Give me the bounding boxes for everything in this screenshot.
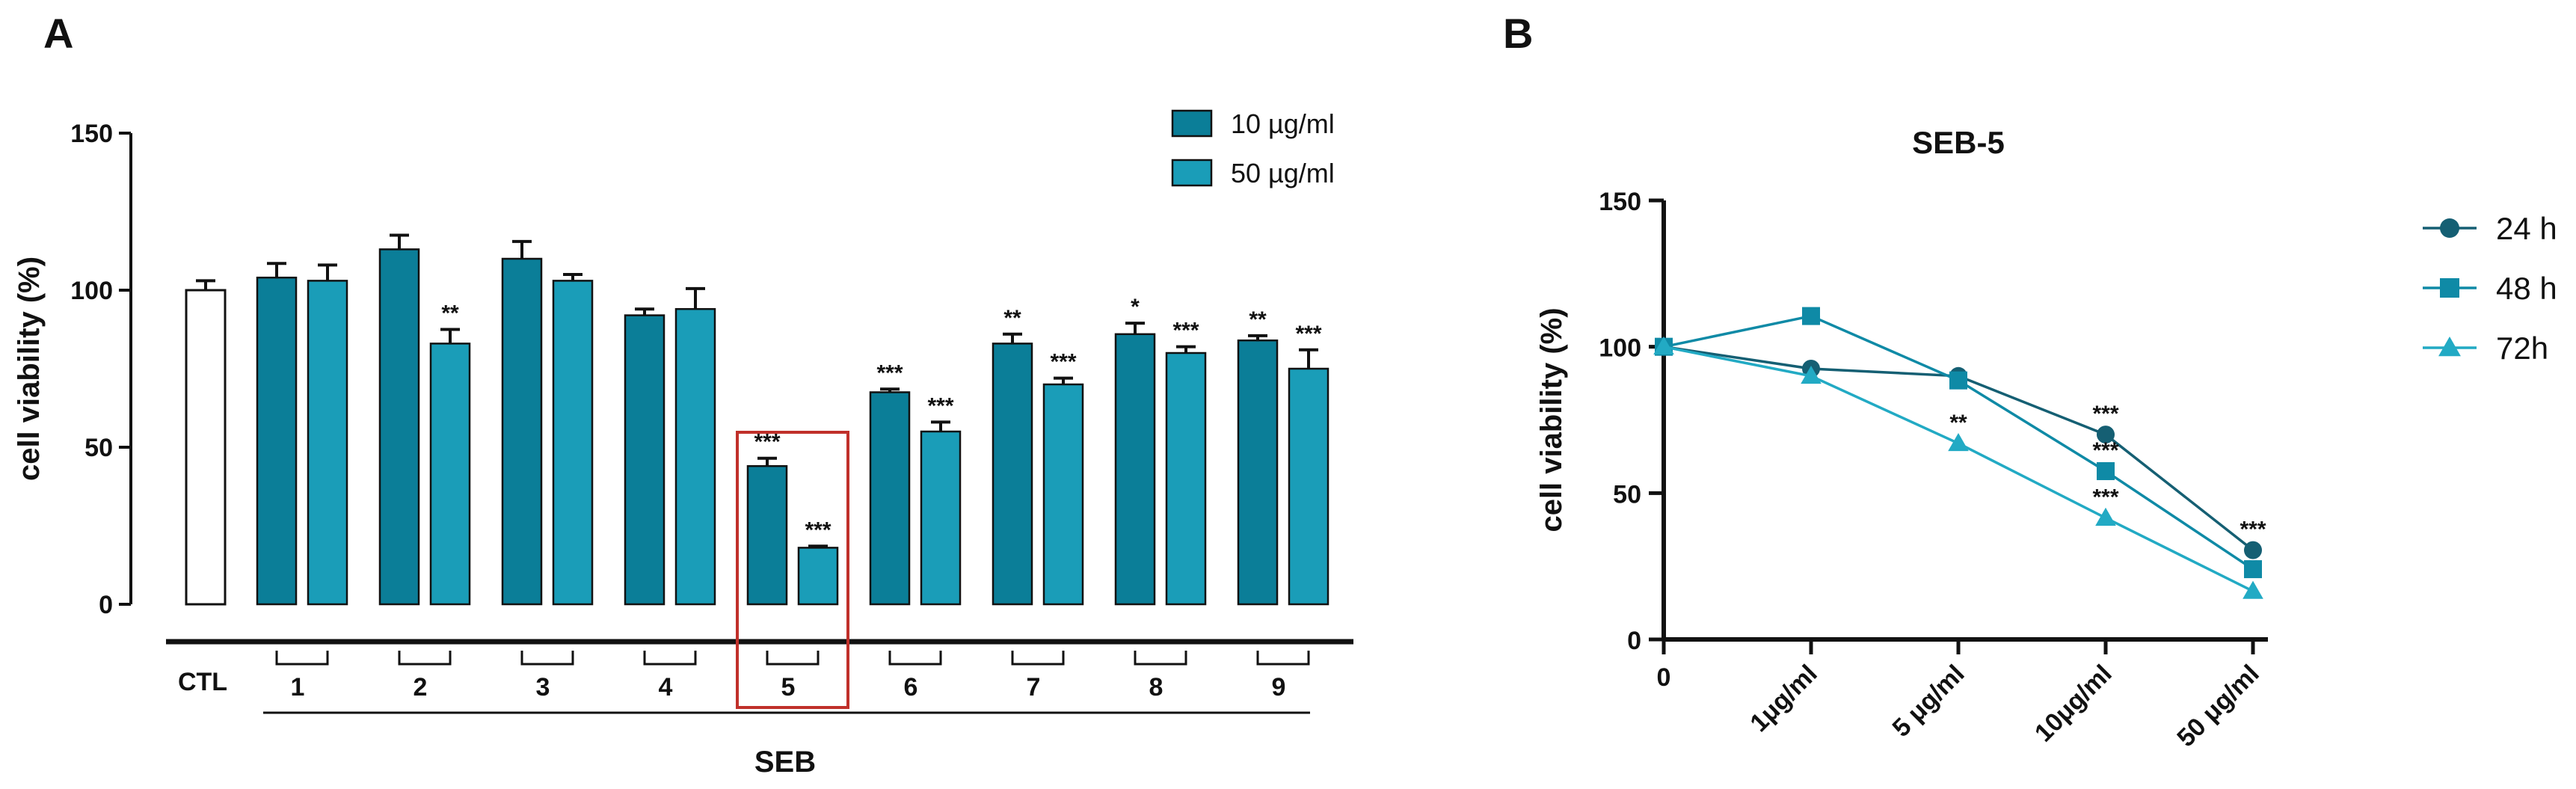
- sig-label-s2-7: ***: [1050, 350, 1076, 375]
- chart-title-b: SEB-5: [1912, 125, 2005, 160]
- sig-label-s2-9: ***: [1295, 322, 1321, 346]
- sig-label-triangle-3: ***: [2092, 485, 2118, 510]
- bar-s1-9: [1237, 339, 1279, 606]
- bar-s1-7: [992, 343, 1033, 606]
- x-tick-label-3: 3: [536, 673, 550, 701]
- legend-label-b-2: 48 h: [2496, 271, 2557, 306]
- point-circle-3: [2097, 426, 2115, 444]
- sig-label-s1-8: *: [1131, 295, 1140, 319]
- group-bracket-7: [1011, 651, 1065, 666]
- bar-s2-6: [920, 430, 962, 606]
- sig-label-square-3: ***: [2092, 438, 2118, 463]
- point-triangle-1: [1801, 366, 1822, 384]
- point-square-2: [1949, 371, 1967, 390]
- x-tick-label-4: 4: [659, 673, 673, 701]
- sig-label-triangle-2: **: [1949, 411, 1967, 435]
- x-tick-label-b-1: 1μg/ml: [1745, 660, 1822, 737]
- line-chart-b: SEB-5 0 50 100 150 cell viability (%) 0 1μg/ml 5…: [1535, 125, 2557, 752]
- group-bracket-2: [398, 651, 452, 666]
- y-axis-title-b: cell viability (%): [1535, 307, 1568, 532]
- sig-label-s2-8: ***: [1172, 319, 1199, 343]
- bar-s1-5: [746, 464, 788, 606]
- bar-s1-3: [501, 257, 543, 606]
- legend-marker-b-2: [2440, 278, 2459, 298]
- point-triangle-2: [1948, 433, 1969, 452]
- x-tick-label-6: 6: [904, 673, 918, 701]
- sig-label-s1-7: **: [1003, 306, 1021, 331]
- sig-label-s2-6: ***: [927, 393, 953, 418]
- group-bracket-8: [1134, 651, 1187, 666]
- point-triangle-3: [2095, 507, 2116, 526]
- y-tick-label-b-100: 100: [1599, 334, 1641, 363]
- panel-letter-b: B: [1503, 10, 1533, 57]
- bar-s2-4: [674, 307, 716, 606]
- group-bracket-9: [1256, 651, 1310, 666]
- x-tick-label-ctl: CTL: [178, 668, 227, 696]
- bar-s2-7: [1042, 383, 1084, 606]
- point-square-3: [2097, 461, 2115, 480]
- legend-label-a-2: 50 µg/ml: [1231, 158, 1335, 188]
- sig-label-s2-5: ***: [805, 518, 831, 542]
- point-square-4: [2244, 560, 2262, 579]
- group-bracket-5: [766, 651, 820, 666]
- group-bracket-3: [520, 651, 574, 666]
- x-tick-label-b-0: 0: [1657, 663, 1671, 692]
- x-tick-label-9: 9: [1272, 673, 1286, 701]
- legend-label-b-1: 24 h: [2496, 211, 2557, 246]
- legend-swatch-a-1: [1171, 109, 1213, 138]
- x-tick-label-b-2: 5 μg/ml: [1887, 660, 1970, 743]
- group-bracket-6: [888, 651, 942, 666]
- legend-marker-b-3: [2438, 337, 2461, 357]
- group-bracket-4: [643, 651, 697, 666]
- point-triangle-4: [2243, 580, 2263, 599]
- sig-label-s1-5: ***: [754, 430, 780, 455]
- x-tick-label-8: 8: [1149, 673, 1163, 701]
- group-bracket-1: [275, 651, 329, 666]
- group-label-seb: SEB: [754, 746, 816, 779]
- point-triangle-0: [1653, 336, 1674, 355]
- bar-s2-5: [797, 547, 839, 606]
- bar-s2-2: [429, 343, 471, 606]
- highlight-box: [736, 431, 849, 709]
- y-tick-label-a-0: 0: [99, 591, 113, 619]
- sig-label-circle-4: ***: [2240, 518, 2266, 542]
- x-tick-label-2: 2: [414, 673, 428, 701]
- y-tick-label-a-100: 100: [70, 277, 113, 305]
- bar-s1-2: [378, 248, 420, 606]
- bar-s1-1: [256, 276, 298, 606]
- bar-s2-8: [1165, 351, 1207, 606]
- sig-label-s2-2: **: [441, 301, 459, 326]
- x-tick-label-7: 7: [1027, 673, 1041, 701]
- bar-s1-4: [624, 314, 665, 606]
- x-tick-label-b-3: 10μg/ml: [2029, 660, 2118, 748]
- bar-s1-8: [1114, 333, 1156, 606]
- x-tick-label-b-4: 50 μg/ml: [2171, 660, 2264, 752]
- y-tick-label-a-50: 50: [84, 434, 113, 462]
- bar-s1-6: [869, 391, 911, 606]
- bar-s2-1: [307, 280, 348, 606]
- sig-label-circle-3: ***: [2092, 402, 2118, 426]
- y-tick-label-b-50: 50: [1613, 480, 1641, 509]
- point-square-1: [1802, 307, 1820, 325]
- x-tick-label-5: 5: [781, 673, 796, 701]
- y-tick-label-b-0: 0: [1627, 627, 1641, 655]
- bar-ctl: [185, 289, 227, 606]
- sig-label-s1-6: ***: [876, 360, 903, 385]
- y-axis-title-a: cell viability (%): [13, 257, 46, 481]
- point-circle-4: [2244, 541, 2262, 559]
- legend-label-a-1: 10 µg/ml: [1231, 108, 1335, 139]
- y-tick-label-a-150: 150: [70, 120, 113, 148]
- y-tick-label-b-150: 150: [1599, 188, 1641, 216]
- bar-s2-3: [552, 280, 594, 606]
- legend-swatch-a-2: [1171, 159, 1213, 187]
- legend-marker-b-1: [2440, 218, 2459, 238]
- legend-label-b-3: 72h: [2496, 331, 2548, 366]
- panel-letter-a: A: [43, 10, 73, 57]
- x-tick-label-1: 1: [291, 673, 305, 701]
- sig-label-s1-9: **: [1249, 307, 1267, 332]
- bar-s2-9: [1288, 367, 1330, 606]
